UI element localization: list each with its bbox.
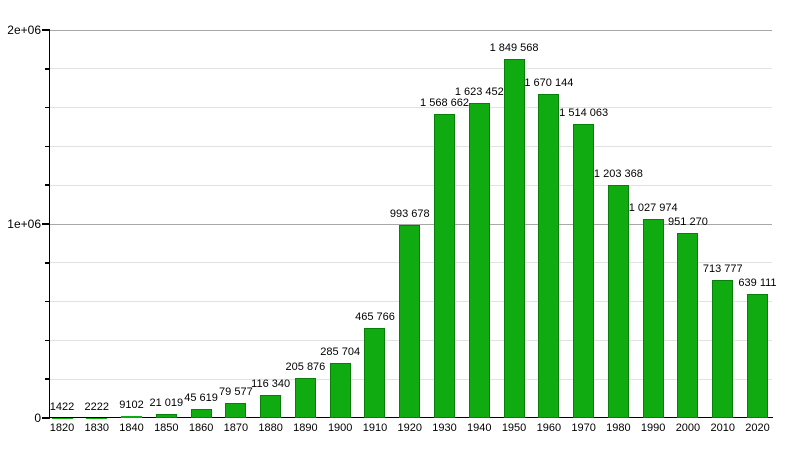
bar-value-label: 1 623 452 xyxy=(454,86,504,99)
y-gridline xyxy=(50,145,772,147)
y-minor-tick xyxy=(45,145,50,148)
bar xyxy=(294,378,316,418)
bar xyxy=(399,225,421,418)
bar-value-label: 1422 xyxy=(49,400,75,413)
x-tick-label: 1940 xyxy=(467,422,492,434)
y-major-tick xyxy=(42,29,50,31)
bar-value-label: 205 876 xyxy=(285,361,326,374)
x-tick-label: 1820 xyxy=(49,422,75,434)
y-minor-tick xyxy=(45,378,50,380)
y-gridline xyxy=(50,29,772,31)
y-axis xyxy=(48,30,50,418)
x-tick-label: 1880 xyxy=(258,422,283,434)
y-tick-label: 2e+06 xyxy=(7,23,41,37)
x-tick-label: 1850 xyxy=(154,422,179,434)
x-tick-label: 1860 xyxy=(188,422,214,434)
y-gridline xyxy=(50,184,772,186)
bar xyxy=(155,413,177,418)
bar-value-label: 993 678 xyxy=(389,208,430,221)
y-minor-tick xyxy=(45,184,50,186)
bar-value-label: 79 577 xyxy=(219,385,253,398)
x-tick-label: 2010 xyxy=(710,422,735,434)
y-tick-label: 0 xyxy=(34,411,41,425)
bar xyxy=(468,103,490,418)
y-minor-tick xyxy=(45,262,50,264)
bar xyxy=(607,184,629,418)
x-tick-label: 1980 xyxy=(606,422,631,434)
bar xyxy=(747,294,768,418)
x-tick-label: 1970 xyxy=(571,422,596,434)
bar xyxy=(260,395,282,418)
y-major-tick xyxy=(42,417,50,419)
y-gridline xyxy=(50,68,772,70)
bar-value-label: 9102 xyxy=(119,399,144,412)
y-minor-tick xyxy=(45,68,50,70)
x-tick-label: 2000 xyxy=(675,422,701,434)
x-tick-label: 1900 xyxy=(327,422,353,434)
x-tick-label: 1840 xyxy=(119,422,144,434)
bar-value-label: 21 019 xyxy=(149,396,184,409)
x-tick-label: 1930 xyxy=(432,422,457,434)
bar-value-label: 639 111 xyxy=(738,277,777,289)
x-tick-label: 1990 xyxy=(640,422,666,434)
bar-value-label: 1 027 974 xyxy=(628,201,678,214)
y-tick-label: 1e+06 xyxy=(7,217,41,231)
bar xyxy=(121,416,143,418)
bar xyxy=(677,233,699,418)
y-major-tick xyxy=(42,223,50,225)
x-tick-label: 1870 xyxy=(223,422,249,434)
bar xyxy=(434,113,456,418)
bar xyxy=(190,409,212,418)
bar xyxy=(329,362,351,418)
bar-value-label: 45 619 xyxy=(184,392,218,405)
y-minor-tick xyxy=(45,300,50,303)
bar-value-label: 1 568 662 xyxy=(420,96,469,109)
bar-value-label: 951 270 xyxy=(668,216,708,229)
x-tick-label: 2020 xyxy=(745,422,770,434)
x-tick-label: 1960 xyxy=(536,422,562,434)
x-tick-label: 1920 xyxy=(397,422,422,434)
bar xyxy=(712,279,734,418)
y-minor-tick xyxy=(45,339,50,342)
y-minor-tick xyxy=(45,106,50,109)
bar-value-label: 713 777 xyxy=(702,262,743,275)
bar-value-label: 1 514 063 xyxy=(559,107,609,120)
bar-value-label: 285 704 xyxy=(320,345,361,358)
bar xyxy=(503,59,525,418)
bar xyxy=(642,218,664,418)
x-tick-label: 1950 xyxy=(501,422,527,434)
bar xyxy=(225,402,247,418)
x-tick-label: 1890 xyxy=(293,422,318,434)
x-tick-label: 1830 xyxy=(84,422,109,434)
bar xyxy=(364,327,386,418)
bar-value-label: 1 670 144 xyxy=(524,76,574,89)
x-tick-label: 1910 xyxy=(362,422,388,434)
bar-value-label: 1 203 368 xyxy=(593,167,643,180)
bar xyxy=(538,93,560,418)
bar-value-label: 1 849 568 xyxy=(489,42,539,55)
bar-value-label: 465 766 xyxy=(355,310,395,323)
bar-value-label: 2222 xyxy=(84,400,109,413)
bar xyxy=(573,124,595,418)
bar-value-label: 116 340 xyxy=(251,378,291,391)
